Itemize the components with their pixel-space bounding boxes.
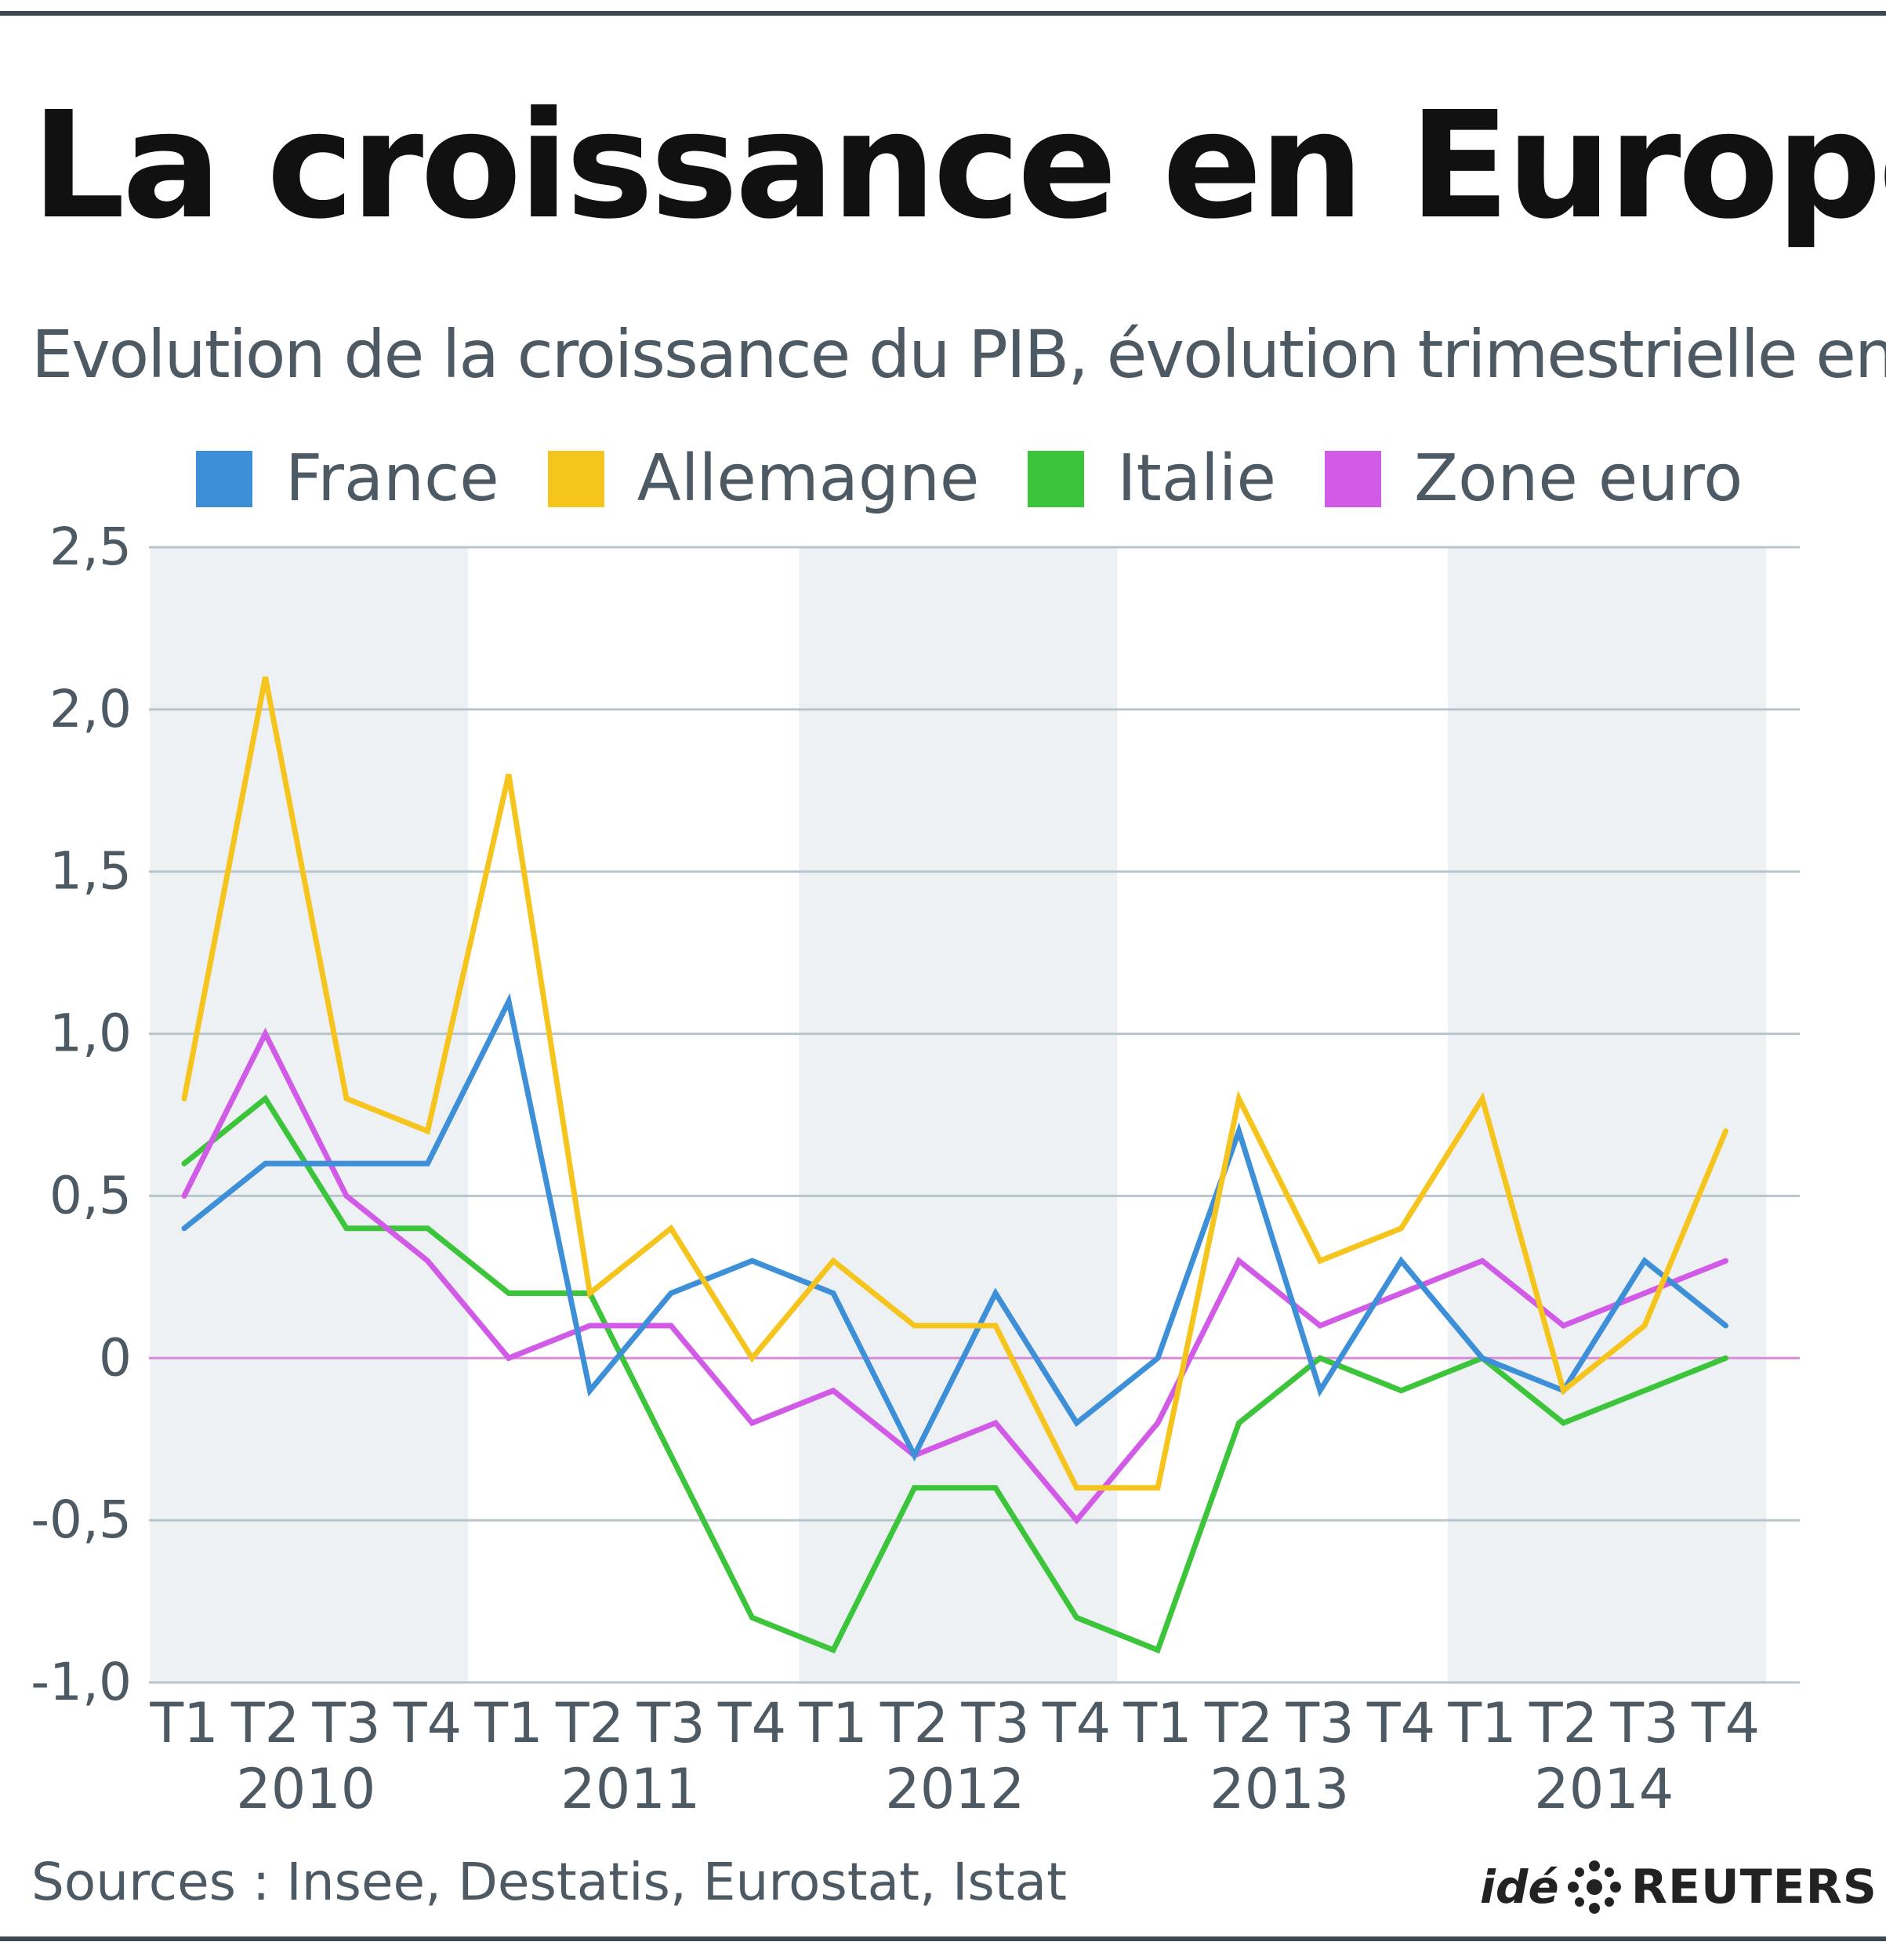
chart-subtitle: Evolution de la croissance du PIB, évolu…	[31, 316, 1886, 393]
x-tick-label: T2	[230, 1691, 299, 1755]
y-tick-label: 2,0	[49, 679, 132, 739]
x-tick-label: T2	[1204, 1691, 1273, 1755]
chart-legend: France Allemagne Italie Zone euro	[196, 447, 1791, 511]
legend-label-italie: Italie	[1117, 441, 1276, 516]
legend-item-allemagne: Allemagne	[547, 441, 980, 516]
y-tick-label: 1,5	[49, 841, 132, 902]
x-axis-years: 2010 2011 2012 2013 2014	[236, 1757, 1674, 1821]
source-note: Sources : Insee, Destatis, Eurostat, Ist…	[31, 1852, 1067, 1912]
legend-swatch-france	[196, 451, 252, 507]
year-bands	[150, 547, 1767, 1682]
x-tick-label: T4	[1366, 1691, 1435, 1755]
year-band-2012	[799, 547, 1118, 1682]
reuters-dots-icon	[1567, 1860, 1621, 1914]
x-tick-label: T1	[473, 1691, 542, 1755]
gridlines	[149, 546, 1800, 1684]
brand-name: REUTERS	[1630, 1860, 1877, 1915]
y-tick-label: 0	[99, 1327, 132, 1388]
x-tick-label: T3	[1609, 1691, 1678, 1755]
x-tick-label: T3	[1285, 1691, 1354, 1755]
y-tick-label: 0,5	[49, 1165, 132, 1225]
legend-item-zone-euro: Zone euro	[1325, 447, 1743, 511]
legend-swatch-allemagne	[547, 451, 604, 507]
legend-item-italie: Italie	[1028, 447, 1276, 511]
x-tick-label: T4	[717, 1691, 786, 1755]
year-band-2010	[150, 547, 469, 1682]
bottom-rule	[0, 1936, 1886, 1941]
top-rule	[0, 11, 1886, 16]
legend-label-france: France	[285, 441, 499, 516]
x-tick-label: T1	[1123, 1691, 1191, 1755]
legend-item-france: France	[196, 447, 499, 511]
x-axis-ticks: T1 T2 T3 T4 T1 T2 T3 T4 T1 T2 T3 T4 T1 T2 T3 T4 T1 T2 T3 T4	[149, 1691, 1760, 1755]
y-axis-ticks: 2,5 2,0 1,5 1,0 0,5 0 -0,5 -1,0	[31, 517, 132, 1712]
y-tick-label: 2,5	[49, 517, 132, 577]
series-line-france	[181, 993, 1728, 1462]
year-label: 2012	[885, 1757, 1025, 1821]
legend-label-allemagne: Allemagne	[637, 441, 980, 516]
brand-prefix: idé	[1480, 1860, 1559, 1914]
legend-swatch-zone-euro	[1325, 451, 1381, 507]
x-tick-label: T3	[636, 1691, 705, 1755]
x-tick-label: T3	[960, 1691, 1029, 1755]
y-tick-label: -0,5	[31, 1490, 132, 1550]
x-tick-label: T2	[880, 1691, 948, 1755]
series-line-italie	[181, 1094, 1728, 1654]
x-tick-label: T3	[311, 1691, 380, 1755]
x-tick-label: T2	[555, 1691, 624, 1755]
year-band-2014	[1448, 547, 1767, 1682]
year-label: 2013	[1210, 1757, 1349, 1821]
x-tick-label: T4	[393, 1691, 462, 1755]
x-tick-label: T1	[1447, 1691, 1516, 1755]
y-tick-label: 1,0	[49, 1004, 132, 1064]
y-tick-label: -1,0	[31, 1652, 132, 1712]
legend-swatch-italie	[1028, 451, 1085, 507]
series-line-allemagne	[181, 676, 1728, 1491]
chart-title: La croissance en Europe	[31, 80, 1886, 252]
legend-label-zone-euro: Zone euro	[1414, 441, 1743, 516]
series-line-zone-euro	[181, 1027, 1728, 1525]
x-tick-label: T1	[149, 1691, 218, 1755]
x-tick-label: T4	[1042, 1691, 1111, 1755]
year-label: 2014	[1534, 1757, 1674, 1821]
x-tick-label: T4	[1691, 1691, 1760, 1755]
x-tick-label: T2	[1529, 1691, 1598, 1755]
x-tick-label: T1	[798, 1691, 867, 1755]
year-label: 2011	[560, 1757, 700, 1821]
year-label: 2010	[236, 1757, 375, 1821]
series-lines	[181, 676, 1728, 1654]
brand-logo: idé REUTERS	[1480, 1858, 1877, 1916]
